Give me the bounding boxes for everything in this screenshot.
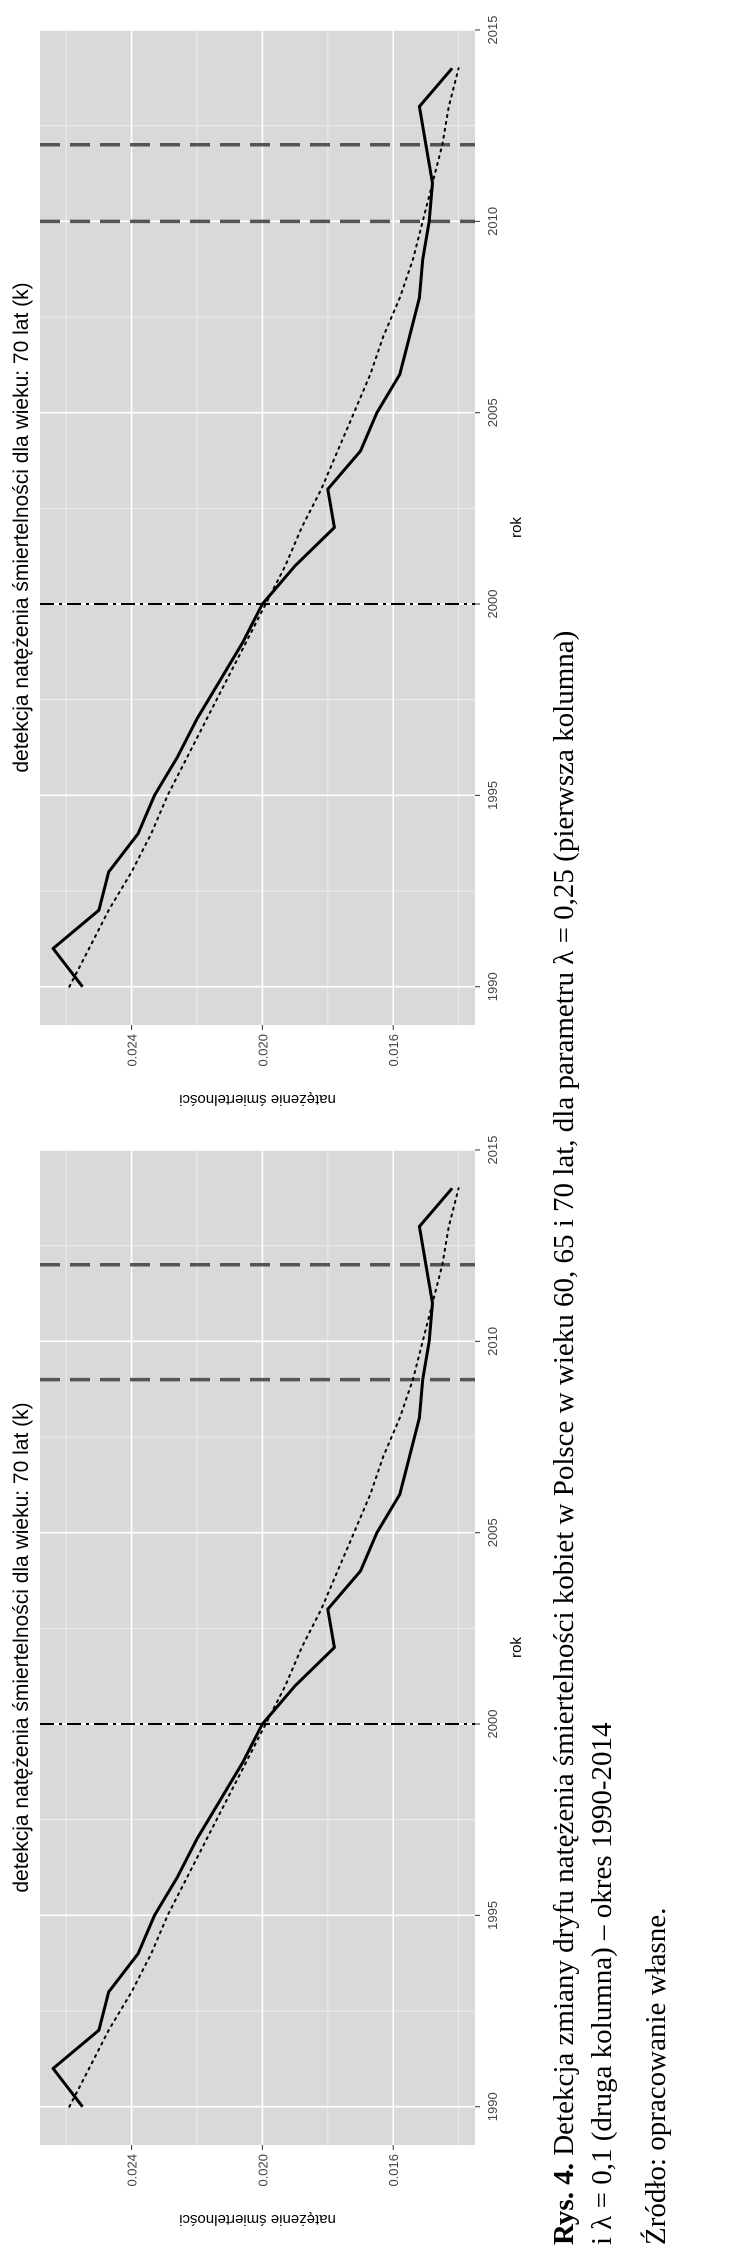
chart-title: detekcja natężenia śmiertelności dla wie… [10,1402,33,1892]
x-tick-label: 2000 [485,1710,500,1739]
x-tick-label: 2010 [485,207,500,236]
plot-background [40,1150,475,2145]
plot-background [40,30,475,1025]
chart-title: detekcja natężenia śmiertelności dla wie… [10,282,33,772]
y-axis-label: natężenie śmiertelności [179,2211,336,2228]
y-tick-label: 0.020 [255,2154,270,2187]
chart-1: 1990 1995 2000 2005 2010 2015 0.016 0.020 0.024 d… [10,1136,525,2228]
y-tick-label: 0.020 [255,1034,270,1067]
major-gridlines [40,1149,475,2145]
minor-gridlines [40,30,475,1025]
x-tick-label: 2015 [485,1136,500,1165]
x-tick-label: 1995 [485,1901,500,1930]
y-tick-label: 0.024 [125,2154,140,2187]
x-axis-label: rok [508,517,525,538]
x-tick-label: 2005 [485,398,500,427]
chart-panel-1: 1990 1995 2000 2005 2010 2015 0.016 0.020 0.024 d… [0,1130,530,2245]
x-tick-label: 1990 [485,2092,500,2121]
figure-caption: Rys. 4. Detekcja zmiany dryfu natężenia … [545,5,675,2245]
x-tick-label: 1995 [485,781,500,810]
caption-prefix: Rys. 4. [548,2163,580,2245]
caption-text-1: Detekcja zmiany dryfu natężenia śmiertel… [548,630,580,2156]
x-tick-label: 2000 [485,590,500,619]
series-line-solid [51,67,454,988]
x-tick-label: 2010 [485,1327,500,1356]
caption-line-1: Rys. 4. Detekcja zmiany dryfu natężenia … [545,5,583,2245]
x-tick-label: 2015 [485,16,500,45]
chart-panel-2: 1990 1995 2000 2005 2010 2015 0.016 0.020 0.024 d… [0,10,530,1125]
y-tick-label: 0.016 [386,1034,401,1067]
major-gridlines [40,29,475,1025]
caption-source: Źródło: opracowanie własne. [640,1907,672,2245]
chart-2: 1990 1995 2000 2005 2010 2015 0.016 0.020 0.024 d… [10,16,525,1108]
x-tick-label: 2005 [485,1518,500,1547]
x-tick-label: 1990 [485,972,500,1001]
x-axis-label: rok [508,1637,525,1658]
y-tick-label: 0.016 [386,2154,401,2187]
y-tick-label: 0.024 [125,1034,140,1067]
series-line-solid [51,1187,454,2108]
y-axis-label: natężenie śmiertelności [179,1091,336,1108]
caption-line-2: i λ = 0,1 (druga kolumna) – okres 1990-2… [586,1722,618,2245]
minor-gridlines [40,1150,475,2145]
